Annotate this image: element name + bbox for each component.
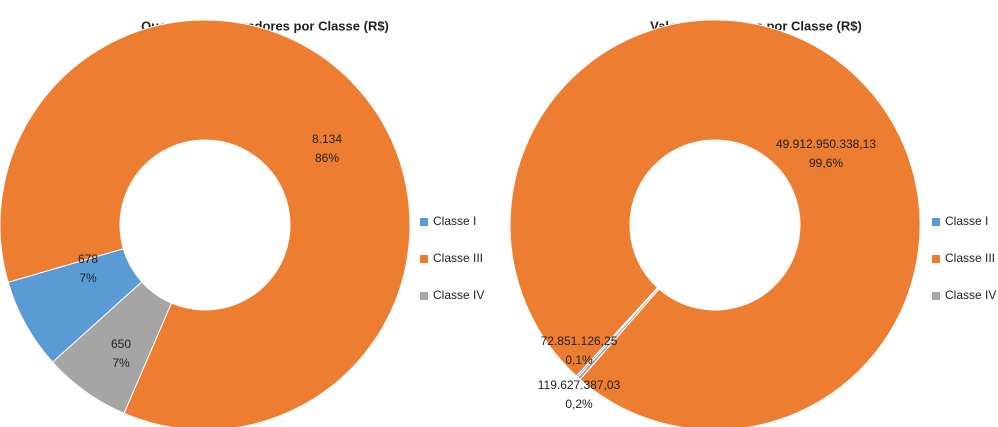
donut-slice: [0, 19, 411, 427]
value-label: 678: [78, 252, 98, 266]
legend-label: Classe I: [945, 214, 988, 228]
percent-label: 7%: [112, 356, 130, 370]
percent-label: 0,2%: [565, 397, 593, 411]
percent-label: 86%: [315, 151, 339, 165]
donut-slice: [577, 287, 660, 381]
value-label: 72.851.126,25: [541, 334, 618, 348]
legend-swatch: [932, 218, 940, 226]
legend-label: Classe III: [945, 251, 995, 265]
legend-label: Classe III: [433, 251, 483, 265]
donut-slice: [509, 19, 921, 427]
value-label: 8.134: [312, 132, 342, 146]
donut-chart: Quantidade de credores por Classe (R$)67…: [0, 18, 484, 427]
legend-swatch: [420, 255, 428, 263]
value-label: 119.627.387,03: [538, 378, 621, 392]
percent-label: 99,6%: [809, 156, 843, 170]
legend-label: Classe IV: [945, 288, 996, 302]
percent-label: 0,1%: [565, 353, 593, 367]
legend-swatch: [932, 255, 940, 263]
legend-swatch: [932, 292, 940, 300]
value-label: 49.912.950.338,13: [776, 137, 876, 151]
legend-label: Classe I: [433, 214, 476, 228]
donut-slice: [51, 281, 173, 414]
value-label: 650: [111, 337, 131, 351]
percent-label: 7%: [79, 271, 97, 285]
legend-swatch: [420, 218, 428, 226]
legend-swatch: [420, 292, 428, 300]
donut-chart: Valor dos créditos por Classe (R$)72.851…: [509, 18, 996, 427]
legend-label: Classe IV: [433, 288, 484, 302]
